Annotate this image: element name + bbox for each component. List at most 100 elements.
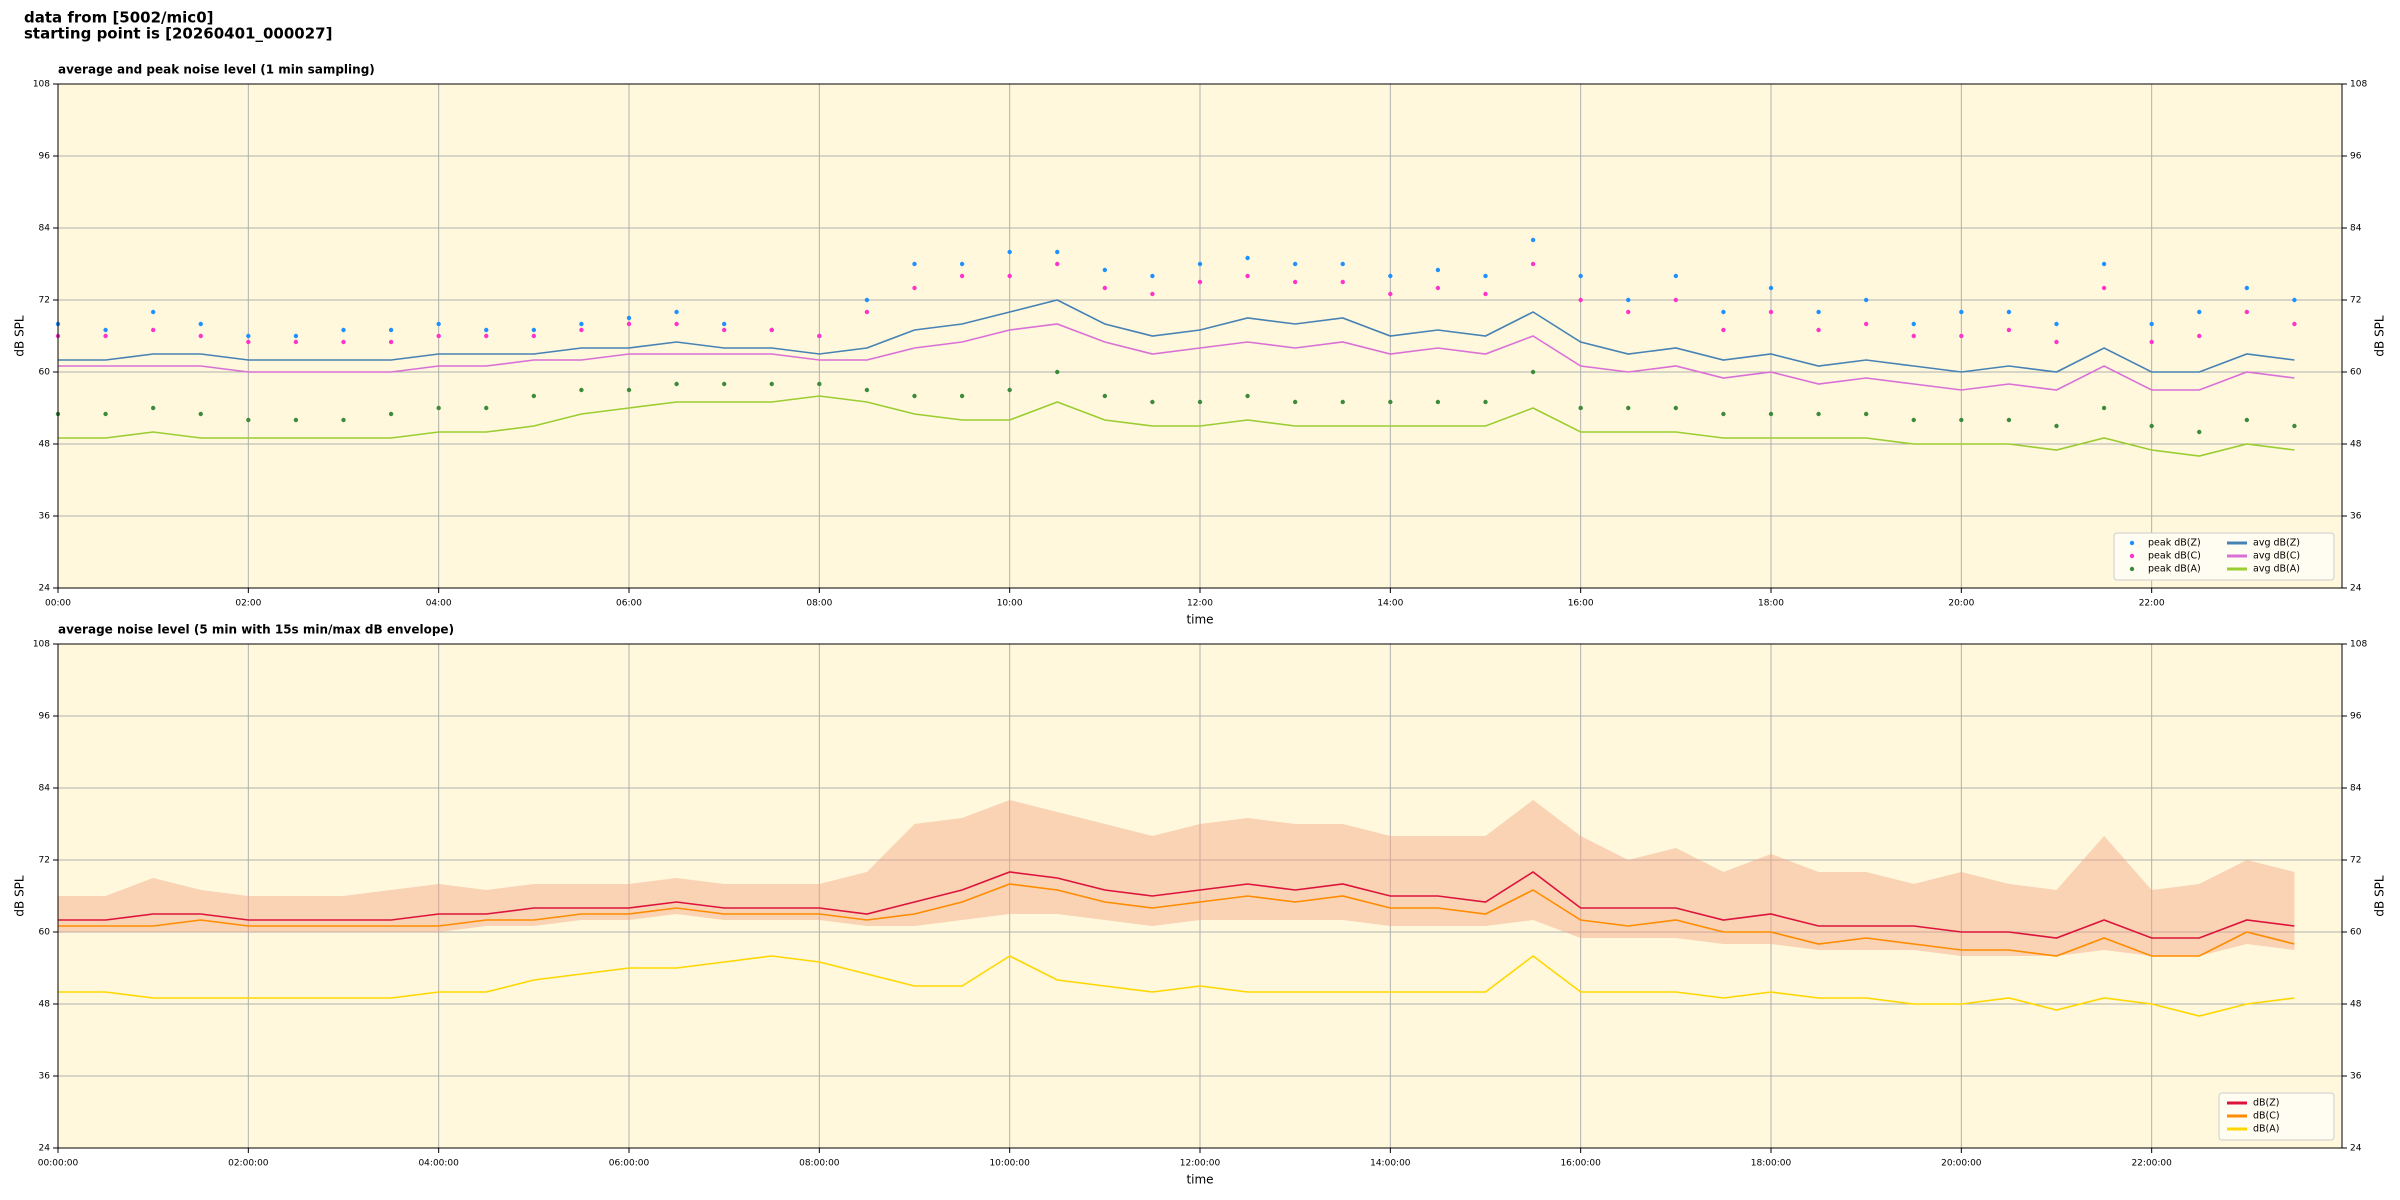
legend-marker: [2129, 540, 2135, 546]
peak-point: [2292, 321, 2297, 327]
x-tick-label: 04:00:00: [418, 1159, 459, 1169]
envelope-band: [58, 800, 2295, 956]
peak-point: [436, 333, 441, 339]
x-tick-label: 12:00: [1187, 599, 1213, 609]
peak-point: [626, 387, 632, 393]
peak-point: [103, 411, 108, 417]
series-line: [58, 299, 2295, 373]
legend-label: dB(C): [2253, 1111, 2280, 1122]
header-line: data from [5002/mic0]: [24, 9, 214, 27]
peak-point: [912, 285, 917, 291]
peak-point: [1007, 387, 1012, 393]
peak-point: [1102, 285, 1108, 291]
peak-point: [246, 339, 251, 345]
x-tick-label: 14:00:00: [1370, 1159, 1411, 1169]
peak-point: [1197, 261, 1203, 267]
peak-point: [1292, 279, 1298, 285]
peak-point: [1197, 399, 1203, 405]
peak-point: [1388, 399, 1393, 405]
peak-point: [1626, 309, 1631, 315]
peak-point: [817, 381, 822, 387]
peak-point: [864, 297, 870, 303]
x-tick-label: 00:00: [45, 599, 71, 609]
peak-point: [2292, 423, 2297, 429]
x-tick-label: 04:00: [426, 599, 452, 609]
y-tick-label: 96: [2350, 712, 2362, 722]
legend-label: peak dB(Z): [2148, 538, 2201, 549]
peak-point: [864, 309, 870, 315]
peak-point: [341, 417, 346, 423]
x-tick-label: 12:00:00: [1180, 1159, 1221, 1169]
x-tick-label: 02:00:00: [228, 1159, 269, 1169]
x-tick-label: 06:00: [616, 599, 642, 609]
y-tick-label: 36: [2350, 1072, 2362, 1082]
peak-point: [579, 327, 584, 333]
peak-point: [1055, 261, 1060, 267]
y-tick-label: 72: [2350, 856, 2361, 866]
peak-point: [1483, 273, 1488, 279]
peak-point: [1483, 399, 1488, 405]
y-tick-label: 48: [39, 1000, 51, 1010]
x-tick-label: 10:00: [997, 599, 1023, 609]
peak-point: [721, 321, 727, 327]
x-axis-label: time: [1186, 613, 1213, 627]
peak-point: [959, 261, 965, 267]
y-tick-label: 108: [33, 80, 50, 90]
peak-point: [1150, 273, 1155, 279]
peak-point: [1102, 393, 1108, 399]
peak-point: [436, 321, 441, 327]
peak-point: [484, 327, 489, 333]
y-tick-label: 96: [2350, 152, 2362, 162]
peak-point: [2101, 261, 2107, 267]
peak-point: [1863, 411, 1869, 417]
series-line: [58, 883, 2295, 957]
peak-point: [959, 273, 965, 279]
x-tick-label: 02:00: [235, 599, 261, 609]
peak-point: [1578, 405, 1583, 411]
peak-point: [531, 333, 537, 339]
peak-point: [436, 405, 441, 411]
y-tick-label: 60: [39, 928, 51, 938]
legend-marker: [2129, 566, 2135, 572]
legend-label: avg dB(A): [2253, 564, 2300, 575]
x-tick-label: 22:00:00: [2131, 1159, 2172, 1169]
peak-point: [1292, 399, 1298, 405]
peak-point: [1673, 273, 1679, 279]
peak-point: [1530, 369, 1536, 375]
peak-point: [1007, 249, 1012, 255]
peak-point: [1863, 297, 1869, 303]
peak-point: [2054, 423, 2059, 429]
peak-point: [388, 339, 394, 345]
y-tick-label: 36: [39, 1072, 51, 1082]
peak-point: [2197, 309, 2202, 315]
y-tick-label: 84: [2350, 224, 2362, 234]
y-tick-label: 84: [2350, 784, 2362, 794]
peak-point: [388, 411, 394, 417]
y-tick-label: 36: [2350, 512, 2362, 522]
peak-point: [1007, 273, 1012, 279]
peak-point: [1816, 327, 1821, 333]
legend-marker: [2129, 553, 2135, 559]
peak-point: [1959, 309, 1964, 315]
peak-point: [674, 321, 679, 327]
y-tick-label: 48: [2350, 440, 2362, 450]
peak-point: [2292, 297, 2297, 303]
peak-point: [388, 327, 394, 333]
y-axis-label: dB SPL: [13, 875, 27, 917]
peak-point: [1721, 411, 1726, 417]
peak-point: [2006, 327, 2012, 333]
peak-point: [2101, 285, 2107, 291]
y-tick-label: 96: [39, 152, 51, 162]
peak-point: [721, 381, 727, 387]
y-axis-label: dB SPL: [2373, 875, 2387, 917]
peak-point: [1959, 333, 1964, 339]
y-axis-label: dB SPL: [2373, 315, 2387, 357]
peak-point: [959, 393, 965, 399]
plot-frame: [57, 83, 2343, 589]
x-tick-label: 10:00:00: [989, 1159, 1030, 1169]
x-axis-label: time: [1186, 1173, 1213, 1187]
legend-box: [2113, 532, 2335, 581]
peak-point: [864, 387, 870, 393]
